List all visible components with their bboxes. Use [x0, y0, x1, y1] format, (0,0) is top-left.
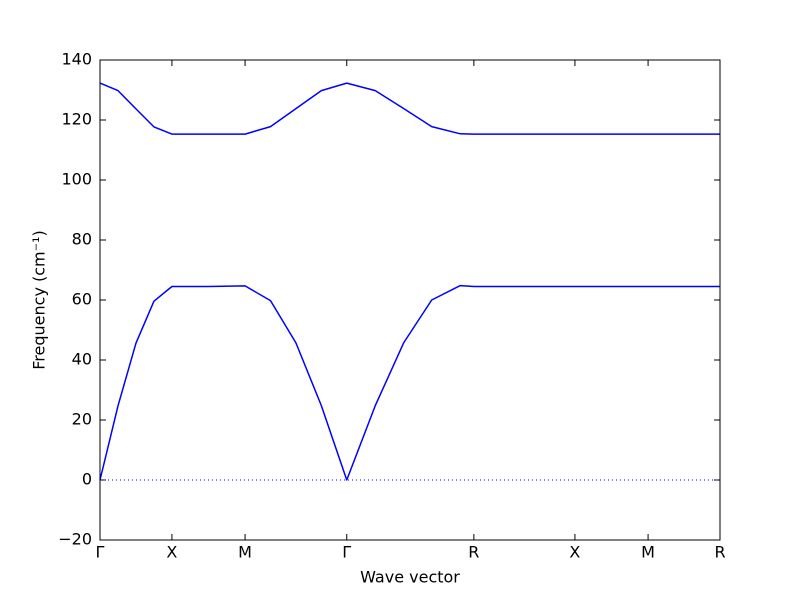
- y-tick-label: 60: [72, 290, 92, 309]
- x-tick-label: X: [569, 543, 580, 562]
- band-line: [99, 82, 720, 135]
- y-tick-label: 100: [61, 170, 92, 189]
- y-tick-label: 80: [72, 230, 92, 249]
- x-tick-label: M: [641, 543, 655, 562]
- plot-frame: [99, 59, 721, 541]
- y-tick-label: 40: [72, 350, 92, 369]
- y-tick-label: 120: [61, 110, 92, 129]
- x-tick-label: Γ: [342, 543, 351, 562]
- x-axis-label: Wave vector: [360, 568, 460, 587]
- y-tick-label: 20: [72, 410, 92, 429]
- y-tick-label: 140: [61, 50, 92, 69]
- y-tick-label: 0: [82, 470, 92, 489]
- x-tick-label: X: [166, 543, 177, 562]
- x-tick-label: R: [714, 543, 725, 562]
- x-tick-label: M: [238, 543, 252, 562]
- y-tick-label: −20: [58, 530, 92, 549]
- x-tick-label: R: [468, 543, 479, 562]
- x-tick-label: Γ: [96, 543, 105, 562]
- y-axis-label: Frequency (cm⁻¹): [30, 230, 49, 369]
- band-line: [99, 284, 720, 481]
